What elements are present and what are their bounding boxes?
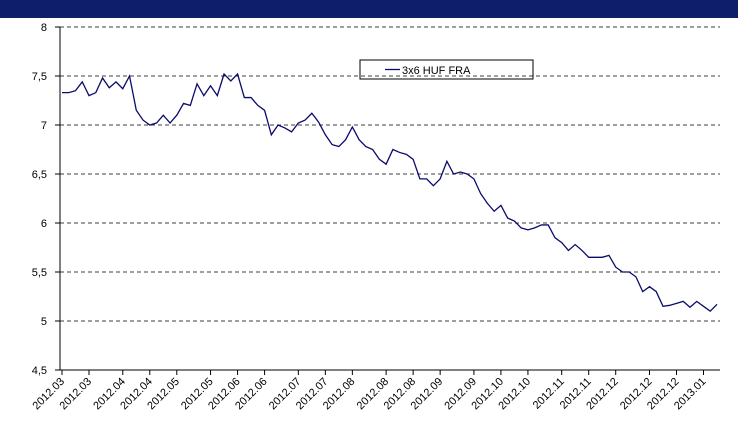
y-tick-label: 5 — [41, 316, 47, 328]
y-tick-label: 4,5 — [32, 365, 47, 377]
legend-label: 3x6 HUF FRA — [402, 65, 471, 77]
header-bar — [0, 0, 738, 18]
y-tick-label: 6,5 — [32, 169, 47, 181]
y-tick-label: 7,5 — [32, 71, 47, 83]
series-line — [62, 72, 718, 313]
legend-box — [359, 59, 534, 80]
y-tick-label: 8 — [41, 22, 47, 34]
y-tick-label: 5,5 — [32, 267, 47, 279]
y-tick-label: 6 — [41, 218, 47, 230]
y-tick-label: 7 — [41, 120, 47, 132]
